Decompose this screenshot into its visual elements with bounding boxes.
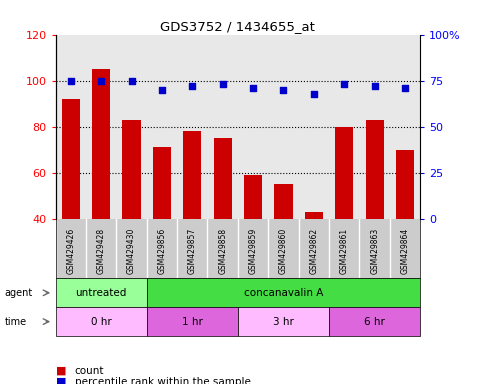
Text: GSM429857: GSM429857 (188, 228, 197, 274)
Text: GSM429861: GSM429861 (340, 228, 349, 274)
Bar (213, 138, 232, 219)
Point (401, 85, 409, 91)
Title: GDS3752 / 1434655_at: GDS3752 / 1434655_at (160, 20, 315, 33)
Text: 6 hr: 6 hr (364, 316, 385, 327)
Bar (56, 278, 147, 307)
Point (280, 87, 287, 93)
Text: GSM429430: GSM429430 (127, 228, 136, 274)
Bar (147, 278, 420, 307)
Text: ■: ■ (56, 366, 66, 376)
Text: 0 hr: 0 hr (91, 316, 112, 327)
Text: count: count (75, 366, 104, 376)
Text: GSM429426: GSM429426 (66, 228, 75, 274)
Point (97, 78, 105, 84)
Text: GSM429860: GSM429860 (279, 228, 288, 274)
Bar (366, 120, 384, 219)
Point (219, 81, 227, 88)
Point (341, 81, 348, 88)
Text: GSM429859: GSM429859 (249, 228, 257, 274)
Point (67, 78, 74, 84)
Bar (122, 120, 141, 219)
Bar (238, 307, 329, 336)
Bar (183, 131, 201, 219)
Text: GSM429863: GSM429863 (370, 228, 379, 274)
Bar (153, 147, 171, 219)
Bar (62, 99, 80, 219)
Bar (329, 307, 420, 336)
Bar (396, 150, 414, 219)
Bar (335, 127, 354, 219)
Point (158, 87, 166, 93)
Text: time: time (5, 316, 27, 327)
Text: GSM429858: GSM429858 (218, 228, 227, 274)
Text: ■: ■ (56, 377, 66, 384)
Point (371, 83, 379, 89)
Text: 3 hr: 3 hr (273, 316, 294, 327)
Bar (92, 69, 110, 219)
Text: GSM429856: GSM429856 (157, 228, 167, 274)
Bar (56, 307, 147, 336)
Point (188, 83, 196, 89)
Bar (244, 175, 262, 219)
Point (310, 91, 318, 97)
Text: GSM429864: GSM429864 (400, 228, 410, 274)
Text: untreated: untreated (75, 288, 127, 298)
Text: percentile rank within the sample: percentile rank within the sample (75, 377, 251, 384)
Text: agent: agent (5, 288, 33, 298)
Bar (147, 307, 238, 336)
Text: GSM429428: GSM429428 (97, 228, 106, 274)
Text: 1 hr: 1 hr (182, 316, 203, 327)
Bar (274, 184, 293, 219)
Text: concanavalin A: concanavalin A (244, 288, 323, 298)
Point (128, 78, 135, 84)
Point (249, 85, 257, 91)
Bar (305, 212, 323, 219)
Text: GSM429862: GSM429862 (309, 228, 318, 274)
